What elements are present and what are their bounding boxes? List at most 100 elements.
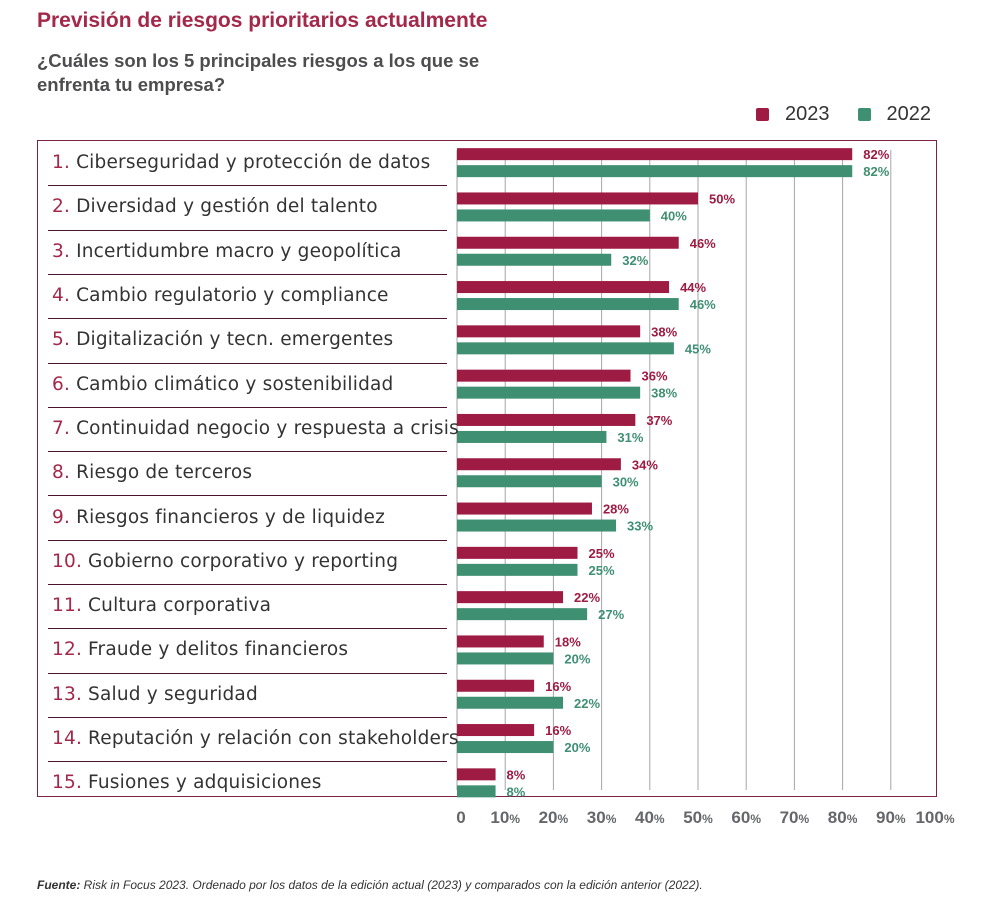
- legend-label-2023: 2023: [785, 102, 830, 125]
- category-text: Riesgos financieros y de liquidez: [76, 506, 385, 528]
- category-label: 10. Gobierno corporativo y reporting: [52, 551, 398, 573]
- data-label-2022: 31%: [617, 430, 643, 445]
- category-text: Incertidumbre macro y geopolítica: [76, 240, 402, 262]
- legend-item-2022: 2022: [857, 103, 931, 126]
- bar-2022: [457, 519, 617, 532]
- category-text: Fusiones y adquisiciones: [88, 772, 322, 794]
- category-label: 12. Fraude y delitos financieros: [52, 639, 348, 661]
- category-number: 2.: [52, 196, 71, 218]
- bar-2022: [457, 696, 564, 709]
- x-tick-label: 60%: [731, 808, 761, 827]
- data-label-2023: 82%: [863, 147, 889, 162]
- chart-subtitle: ¿Cuáles son los 5 principales riesgos a …: [37, 50, 480, 95]
- bar-2022: [457, 430, 607, 443]
- data-label-2022: 33%: [627, 519, 653, 534]
- category-text: Digitalización y tecn. emergentes: [76, 329, 394, 351]
- category-number: 1.: [52, 152, 71, 174]
- row-separator: [48, 185, 447, 186]
- data-label-2022: 46%: [690, 297, 716, 312]
- category-text: Ciberseguridad y protección de datos: [76, 152, 431, 174]
- category-label: 15. Fusiones y adquisiciones: [52, 772, 322, 794]
- data-label-2022: 45%: [685, 341, 711, 356]
- category-number: 14.: [52, 728, 83, 750]
- data-label-2022: 22%: [574, 696, 600, 711]
- bar-2022: [457, 165, 853, 178]
- category-number: 6.: [52, 373, 71, 395]
- bar-2023: [457, 458, 621, 471]
- category-number: 7.: [52, 417, 71, 439]
- data-label-2023: 38%: [651, 324, 677, 339]
- category-number: 10.: [52, 550, 83, 572]
- footnote: Fuente: Risk in Focus 2023. Ordenado por…: [37, 878, 703, 892]
- category-label: 4. Cambio regulatorio y compliance: [52, 285, 389, 307]
- category-number: 5.: [52, 329, 71, 351]
- footnote-prefix: Fuente:: [37, 878, 81, 892]
- bar-2022: [457, 652, 554, 665]
- category-number: 3.: [52, 240, 71, 262]
- category-number: 8.: [52, 462, 71, 484]
- category-number: 12.: [52, 639, 83, 661]
- category-number: 13.: [52, 683, 83, 705]
- category-text: Gobierno corporativo y reporting: [88, 550, 399, 572]
- x-tick-label: 10%: [490, 808, 520, 827]
- category-text: Continuidad negocio y respuesta a crisis: [76, 417, 459, 439]
- bar-2023: [457, 192, 698, 205]
- x-tick-label: 20%: [538, 808, 569, 827]
- data-label-2022: 27%: [598, 607, 624, 622]
- category-label: 11. Cultura corporativa: [52, 595, 271, 617]
- data-label-2023: 18%: [555, 634, 581, 649]
- row-separator: [48, 761, 447, 762]
- row-separator: [48, 318, 447, 319]
- data-label-2022: 82%: [863, 164, 889, 179]
- x-tick-label: 0: [456, 808, 466, 827]
- bar-2023: [457, 724, 535, 737]
- category-number: 9.: [52, 506, 71, 528]
- category-text: Salud y seguridad: [88, 683, 258, 705]
- bar-2022: [457, 785, 496, 798]
- category-number: 15.: [52, 772, 83, 794]
- row-separator: [48, 540, 447, 541]
- category-label: 1. Ciberseguridad y protección de datos: [52, 152, 430, 174]
- x-tick-label: 30%: [586, 808, 617, 827]
- bar-2022: [457, 608, 588, 621]
- data-label-2022: 40%: [661, 208, 687, 223]
- data-label-2023: 50%: [709, 191, 735, 206]
- bar-2022: [457, 741, 554, 754]
- bar-2023: [457, 413, 636, 426]
- bar-2023: [457, 236, 679, 249]
- bar-2023: [457, 502, 592, 515]
- data-label-2022: 30%: [613, 474, 639, 489]
- bar-2023: [457, 369, 631, 382]
- bar-2022: [457, 563, 578, 576]
- bar-2023: [457, 546, 578, 559]
- data-label-2023: 44%: [680, 280, 706, 295]
- category-label: 6. Cambio climático y sostenibilidad: [52, 374, 394, 396]
- bar-2022: [457, 386, 641, 399]
- legend: 2023 2022: [756, 102, 931, 126]
- data-label-2023: 16%: [545, 679, 571, 694]
- data-label-2023: 37%: [646, 413, 672, 428]
- category-label: 14. Reputación y relación con stakeholder…: [52, 728, 459, 750]
- legend-swatch-2022: [857, 107, 871, 121]
- bar-2023: [457, 281, 670, 294]
- category-text: Cambio regulatorio y compliance: [76, 285, 389, 307]
- x-tick-label: 100%: [915, 808, 955, 827]
- category-label: 13. Salud y seguridad: [52, 684, 258, 706]
- footnote-text: Risk in Focus 2023. Ordenado por los dat…: [80, 878, 703, 892]
- data-label-2023: 36%: [642, 369, 668, 384]
- category-number: 11.: [52, 595, 83, 617]
- data-label-2023: 22%: [574, 590, 600, 605]
- category-text: Fraude y delitos financieros: [88, 639, 349, 661]
- row-separator: [48, 230, 447, 231]
- bar-2023: [457, 591, 564, 604]
- data-label-2022: 32%: [622, 253, 648, 268]
- category-text: Reputación y relación con stakeholders: [88, 728, 459, 750]
- data-label-2022: 20%: [564, 740, 590, 755]
- data-label-2023: 46%: [690, 236, 716, 251]
- chart-title: Previsión de riesgos prioritarios actual…: [37, 9, 488, 32]
- category-label: 7. Continuidad negocio y respuesta a cris…: [52, 418, 459, 440]
- bar-2023: [457, 679, 535, 692]
- data-label-2023: 8%: [507, 767, 526, 782]
- category-text: Cambio climático y sostenibilidad: [76, 373, 394, 395]
